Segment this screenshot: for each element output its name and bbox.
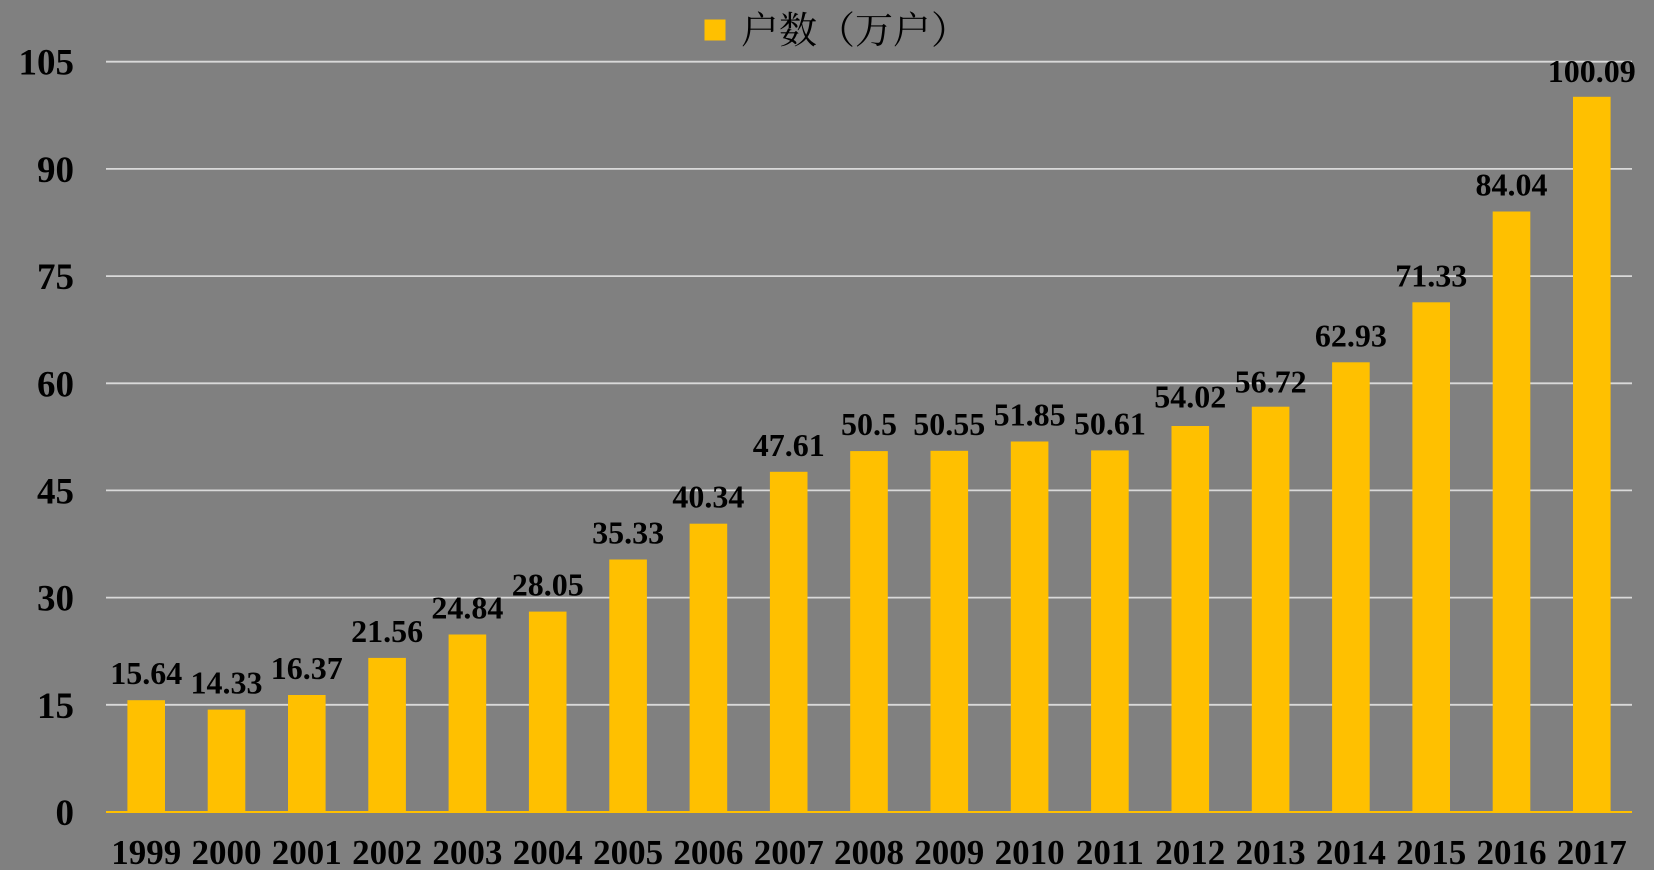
- svg-text:15.64: 15.64: [110, 655, 182, 691]
- svg-text:2007: 2007: [754, 833, 824, 870]
- svg-text:30: 30: [37, 579, 74, 620]
- svg-text:2010: 2010: [995, 833, 1065, 870]
- svg-text:100.09: 100.09: [1548, 53, 1636, 89]
- svg-text:2004: 2004: [513, 833, 583, 870]
- svg-text:35.33: 35.33: [592, 515, 664, 551]
- svg-text:0: 0: [56, 793, 75, 834]
- svg-text:2001: 2001: [272, 833, 342, 870]
- svg-text:105: 105: [19, 43, 75, 84]
- svg-text:21.56: 21.56: [351, 613, 423, 649]
- svg-text:2016: 2016: [1477, 833, 1547, 870]
- svg-text:51.85: 51.85: [994, 397, 1066, 433]
- svg-text:54.02: 54.02: [1154, 379, 1226, 415]
- svg-text:14.33: 14.33: [191, 665, 263, 701]
- svg-text:2012: 2012: [1155, 833, 1225, 870]
- svg-text:2014: 2014: [1316, 833, 1386, 870]
- svg-text:28.05: 28.05: [512, 567, 584, 603]
- svg-text:1999: 1999: [111, 833, 181, 870]
- svg-text:16.37: 16.37: [271, 650, 343, 686]
- svg-text:50.55: 50.55: [913, 406, 985, 442]
- svg-text:62.93: 62.93: [1315, 317, 1387, 353]
- svg-text:2009: 2009: [914, 833, 984, 870]
- svg-text:2002: 2002: [352, 833, 422, 870]
- svg-text:71.33: 71.33: [1395, 257, 1467, 293]
- svg-text:40.34: 40.34: [672, 479, 744, 515]
- svg-text:2003: 2003: [432, 833, 502, 870]
- svg-text:50.5: 50.5: [841, 406, 897, 442]
- svg-text:2000: 2000: [192, 833, 262, 870]
- svg-text:45: 45: [37, 471, 74, 512]
- svg-text:75: 75: [37, 257, 74, 298]
- svg-text:15: 15: [37, 686, 74, 727]
- svg-text:24.84: 24.84: [431, 590, 503, 626]
- svg-text:2006: 2006: [673, 833, 743, 870]
- svg-text:2013: 2013: [1236, 833, 1306, 870]
- svg-text:56.72: 56.72: [1235, 364, 1307, 400]
- svg-text:2015: 2015: [1396, 833, 1466, 870]
- svg-text:60: 60: [37, 364, 74, 405]
- svg-text:2011: 2011: [1076, 833, 1144, 870]
- svg-text:84.04: 84.04: [1476, 167, 1548, 203]
- svg-text:47.61: 47.61: [753, 427, 825, 463]
- svg-text:2017: 2017: [1557, 833, 1627, 870]
- svg-text:2008: 2008: [834, 833, 904, 870]
- svg-text:90: 90: [37, 150, 74, 191]
- svg-text:50.61: 50.61: [1074, 405, 1146, 441]
- svg-text:2005: 2005: [593, 833, 663, 870]
